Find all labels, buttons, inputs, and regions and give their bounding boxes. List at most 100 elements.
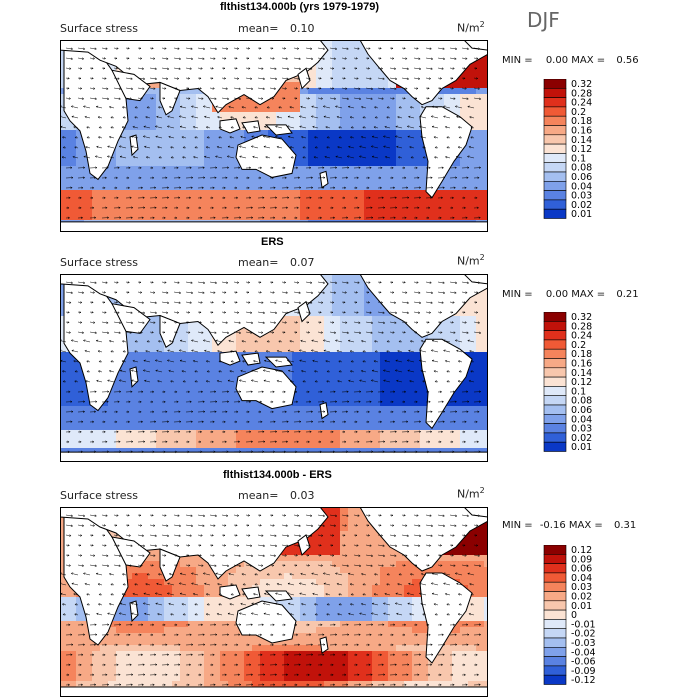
field-cell xyxy=(220,430,229,437)
stress-arrowhead xyxy=(371,216,374,219)
field-cell xyxy=(76,160,85,167)
field-cell xyxy=(228,430,237,437)
field-cell xyxy=(460,436,469,443)
stress-arrow xyxy=(293,281,299,283)
field-cell xyxy=(484,172,488,179)
field-cell xyxy=(276,406,285,413)
field-cell xyxy=(476,178,485,185)
stress-arrowhead xyxy=(223,77,227,80)
field-cell xyxy=(244,106,253,113)
field-cell xyxy=(84,436,93,443)
stress-arrowhead xyxy=(427,87,430,90)
field-cell xyxy=(68,148,77,155)
field-cell xyxy=(300,340,309,347)
stress-arrow xyxy=(204,156,211,159)
field-cell xyxy=(348,448,357,455)
field-cell xyxy=(308,304,317,311)
field-cell xyxy=(228,202,237,209)
stress-arrowhead xyxy=(349,116,353,119)
field-cell xyxy=(484,310,488,317)
field-cell xyxy=(396,448,405,455)
stress-arrowhead xyxy=(393,301,397,304)
stress-arrowhead xyxy=(226,97,230,101)
panel-1-mean-label: mean= xyxy=(238,22,279,35)
field-cell xyxy=(172,184,181,191)
field-cell xyxy=(308,364,317,371)
stress-arrow xyxy=(329,57,336,60)
field-cell xyxy=(356,76,365,83)
field-cell xyxy=(220,388,229,395)
field-cell xyxy=(364,286,373,293)
stress-arrow xyxy=(353,87,361,90)
stress-arrow xyxy=(305,47,312,50)
field-cell xyxy=(332,370,341,377)
field-cell xyxy=(244,400,253,407)
field-cell xyxy=(100,406,109,413)
field-cell xyxy=(60,160,69,167)
field-cell xyxy=(332,304,341,311)
stress-arrow xyxy=(209,57,216,60)
stress-arrow xyxy=(155,126,163,129)
field-cell xyxy=(308,112,317,119)
stress-arrow xyxy=(77,97,84,100)
field-cell xyxy=(468,196,477,203)
stress-arrow xyxy=(119,146,127,149)
field-cell xyxy=(356,298,365,305)
field-cell xyxy=(292,328,301,335)
field-cell xyxy=(124,388,133,395)
field-cell xyxy=(388,400,397,407)
field-cell xyxy=(396,322,405,329)
field-cell xyxy=(444,184,453,191)
field-cell xyxy=(196,190,205,197)
stress-arrow xyxy=(113,47,119,49)
field-cell xyxy=(364,394,373,401)
field-cell xyxy=(388,442,397,449)
field-cell xyxy=(236,328,245,335)
field-cell xyxy=(228,136,237,143)
panel-3-title: flthist134.000b - ERS xyxy=(223,469,332,481)
field-cell xyxy=(348,316,357,323)
field-cell xyxy=(324,160,333,167)
field-cell xyxy=(196,214,205,221)
stress-arrowhead xyxy=(182,146,186,149)
field-cell xyxy=(236,184,245,191)
field-cell xyxy=(332,436,341,443)
field-cell xyxy=(332,352,341,359)
field-cell xyxy=(276,364,285,371)
stress-arrowhead xyxy=(115,176,119,180)
field-cell xyxy=(92,412,101,419)
stress-arrowhead xyxy=(155,196,158,199)
field-cell xyxy=(212,394,221,401)
field-cell xyxy=(332,70,341,77)
stress-arrowhead xyxy=(357,206,360,210)
field-cell xyxy=(460,82,469,89)
field-cell xyxy=(188,166,197,173)
field-cell xyxy=(356,340,365,347)
stress-arrowhead xyxy=(334,105,338,108)
field-cell xyxy=(76,418,85,425)
stress-arrow xyxy=(473,87,480,90)
field-cell xyxy=(204,196,213,203)
field-cell xyxy=(244,112,253,119)
field-cell xyxy=(116,178,125,185)
field-cell xyxy=(204,370,213,377)
field-cell xyxy=(396,184,405,191)
field-cell xyxy=(340,160,349,167)
stress-arrowhead xyxy=(355,196,358,200)
stress-arrowhead xyxy=(430,291,434,295)
field-cell xyxy=(148,352,157,359)
field-cell xyxy=(132,106,141,113)
stress-arrowhead xyxy=(178,301,182,304)
field-cell xyxy=(284,100,293,107)
field-cell xyxy=(396,202,405,209)
stress-arrow xyxy=(329,67,334,69)
land-arabia xyxy=(111,69,151,102)
field-cell xyxy=(420,406,429,413)
field-cell xyxy=(420,442,429,449)
stress-arrowhead xyxy=(320,196,323,200)
stress-arrowhead xyxy=(465,57,468,60)
stress-arrowhead xyxy=(190,186,194,189)
field-cell xyxy=(412,142,421,149)
field-cell xyxy=(76,154,85,161)
field-cell xyxy=(244,196,253,203)
